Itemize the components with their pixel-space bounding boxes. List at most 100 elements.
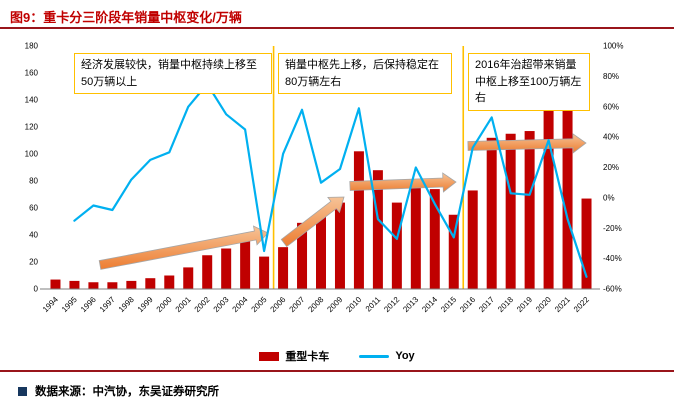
x-axis-tick-label: 2001: [174, 295, 193, 314]
figure-footer: 数据来源：中汽协，东吴证券研究所: [0, 370, 674, 408]
x-axis-tick-label: 2011: [364, 295, 383, 314]
bar: [334, 202, 345, 289]
bar: [316, 216, 326, 289]
x-axis-tick-label: 2010: [344, 295, 363, 314]
source-bullet-icon: [18, 386, 27, 396]
right-axis-tick-label: -20%: [603, 224, 622, 233]
annotation-stage1: 经济发展较快，销量中枢持续上移至50万辆以上: [74, 53, 272, 94]
x-axis-tick-label: 2004: [231, 295, 250, 314]
x-axis-tick-label: 2003: [212, 295, 231, 314]
right-axis-tick-label: 80%: [603, 72, 619, 81]
bar: [486, 137, 497, 289]
bar: [505, 133, 516, 289]
right-axis-tick-label: 0%: [603, 193, 615, 202]
x-axis-tick-label: 2022: [572, 295, 591, 314]
bar: [126, 280, 137, 289]
line-series-swatch: [359, 354, 390, 358]
bar: [562, 100, 573, 289]
bar: [524, 131, 535, 289]
left-axis-tick-label: 180: [25, 42, 39, 51]
stage-divider-lines: [272, 46, 465, 289]
right-axis-tick-label: -40%: [603, 254, 622, 263]
left-axis-tick-label: 120: [25, 123, 39, 132]
x-axis-tick-label: 2014: [420, 295, 439, 314]
x-axis-tick-label: 2021: [553, 295, 572, 314]
figure-header: 图9：重卡分三阶段年销量中枢变化/万辆: [0, 0, 674, 29]
bar: [391, 202, 402, 289]
bar: [429, 189, 440, 289]
left-axis-ticks: 180 160 140 120 100 80 60 40 20 0: [25, 42, 39, 294]
trend-arrow: [467, 133, 587, 154]
bar: [259, 256, 270, 289]
annotation-stage2: 销量中枢先上移，后保持稳定在80万辆左右: [278, 53, 452, 94]
left-axis-tick-label: 80: [29, 177, 38, 186]
bar: [50, 279, 61, 289]
bar-series-label: 重型卡车: [285, 351, 330, 363]
right-axis-ticks: 100% 80% 60% 40% 20% 0% -20% -40% -60%: [603, 42, 623, 294]
x-axis-tick-label: 1995: [60, 295, 79, 314]
x-axis-tick-label: 2009: [325, 295, 344, 314]
x-axis-tick-label: 2000: [155, 295, 174, 314]
x-axis-tick-label: 1999: [136, 295, 155, 314]
x-axis-tick-label: 2002: [193, 295, 212, 314]
x-axis-tick-label: 2015: [439, 295, 458, 314]
bar: [107, 282, 118, 289]
bar: [69, 280, 80, 289]
x-axis-tick-label: 2016: [458, 295, 477, 314]
x-axis-tick-label: 1996: [79, 295, 98, 314]
x-axis-tick-label: 2008: [306, 295, 325, 314]
source-text: 数据来源：中汽协，东吴证券研究所: [35, 386, 219, 398]
trend-arrow: [280, 196, 345, 248]
bar: [467, 190, 478, 289]
annotation-stage3: 2016年治超带来销量中枢上移至100万辆左右: [468, 53, 590, 111]
left-axis-tick-label: 20: [29, 258, 38, 267]
bar: [410, 185, 421, 289]
trend-arrows: [98, 133, 587, 270]
bar: [221, 248, 232, 289]
bar: [145, 278, 156, 289]
bar: [543, 70, 554, 289]
legend-item-line: Yoy: [359, 350, 415, 362]
bar: [88, 282, 99, 289]
right-axis-tick-label: 100%: [603, 42, 623, 51]
x-axis-tick-label: 2013: [401, 295, 420, 314]
yoy-line: [73, 82, 588, 278]
bar: [372, 170, 383, 289]
x-axis-tick-label: 1997: [98, 295, 117, 314]
combo-chart: 180160140120100806040200100%80%60%40%20%…: [25, 42, 624, 314]
bar: [581, 198, 592, 289]
left-axis-tick-label: 160: [25, 69, 39, 78]
left-axis-tick-label: 140: [25, 96, 39, 105]
chart-legend: 重型卡车 Yoy: [0, 348, 674, 364]
bars-group: [50, 70, 592, 289]
bar: [202, 255, 213, 289]
x-axis-tick-label: 2019: [515, 295, 534, 314]
bar: [448, 214, 459, 289]
right-axis-tick-label: -60%: [603, 285, 622, 294]
left-axis-tick-label: 100: [25, 150, 39, 159]
left-axis-tick-label: 40: [29, 231, 38, 240]
bar: [353, 151, 364, 289]
left-axis-tick-label: 0: [34, 285, 39, 294]
bar: [278, 247, 289, 289]
x-axis-tick-label: 2020: [534, 295, 553, 314]
trend-arrow: [349, 172, 457, 193]
x-axis-tick-label: 1998: [117, 295, 136, 314]
chart-area: 180 160 140 120 100 80 60 40 20 0 100% 80% 60% 40% 20%…: [0, 29, 674, 370]
x-axis-tick-label: 1994: [41, 295, 60, 314]
bar: [164, 275, 175, 289]
x-axis-labels: 1994 1995 1996 1997 1998 1999 2000 2001 2002 2003…: [41, 295, 591, 314]
left-axis-tick-label: 60: [29, 204, 38, 213]
bar: [183, 267, 194, 289]
figure-title: 图9：重卡分三阶段年销量中枢变化/万辆: [10, 10, 242, 25]
bar-series-swatch: [259, 351, 280, 361]
x-axis-tick-label: 2018: [496, 295, 515, 314]
bar: [240, 239, 251, 289]
x-axis-tick-label: 2006: [269, 295, 288, 314]
legend-item-bar: 重型卡车: [259, 348, 329, 364]
x-axis-tick-label: 2005: [250, 295, 269, 314]
right-axis-tick-label: 40%: [603, 133, 619, 142]
right-axis-tick-label: 60%: [603, 102, 619, 111]
x-axis-tick-label: 2017: [477, 295, 496, 314]
